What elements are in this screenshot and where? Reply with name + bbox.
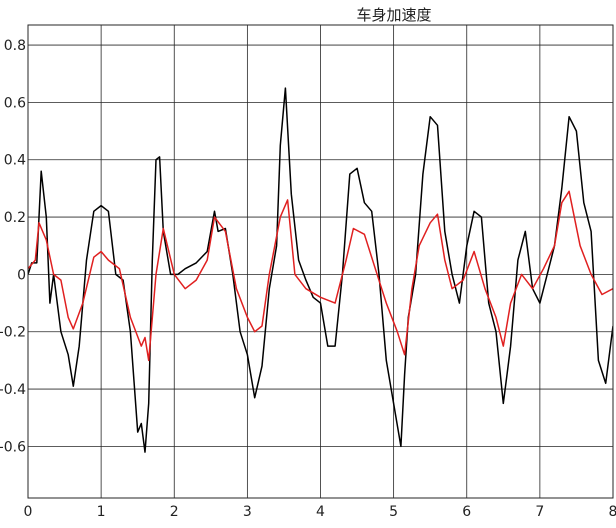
plot-area-border: [27, 24, 614, 499]
y-tick-label: 0.8: [4, 38, 26, 54]
y-tick-label: -0.6: [0, 439, 26, 455]
y-tick-label: -0.4: [0, 382, 26, 398]
y-tick-label: 0.6: [4, 95, 26, 111]
y-tick-label: -0.2: [0, 325, 26, 341]
x-tick-label: 7: [535, 504, 544, 520]
x-tick-label: 6: [462, 504, 471, 520]
x-tick-label: 2: [170, 504, 179, 520]
axes: 0 1 2 3 4 5 6 7 8 -0.6 -0.4 -0.2 0 0.2 0.4 0.6 0.8: [0, 24, 616, 520]
x-tick-label: 4: [316, 504, 325, 520]
grid: [27, 25, 614, 498]
y-tick-label: 0.2: [4, 210, 26, 226]
x-tick-label: 3: [243, 504, 252, 520]
series-layer: [28, 87, 613, 453]
x-tick-label: 5: [389, 504, 398, 520]
x-tick-label: 1: [97, 504, 106, 520]
x-tick-label: 8: [609, 504, 616, 520]
chart-title: 车身加速度: [356, 6, 431, 24]
y-tick-label: 0: [17, 267, 26, 283]
x-tick-label: 0: [24, 504, 33, 520]
y-tick-label: 0.4: [4, 153, 26, 169]
series-line-2: [28, 190, 613, 362]
series-line-1: [28, 87, 613, 453]
